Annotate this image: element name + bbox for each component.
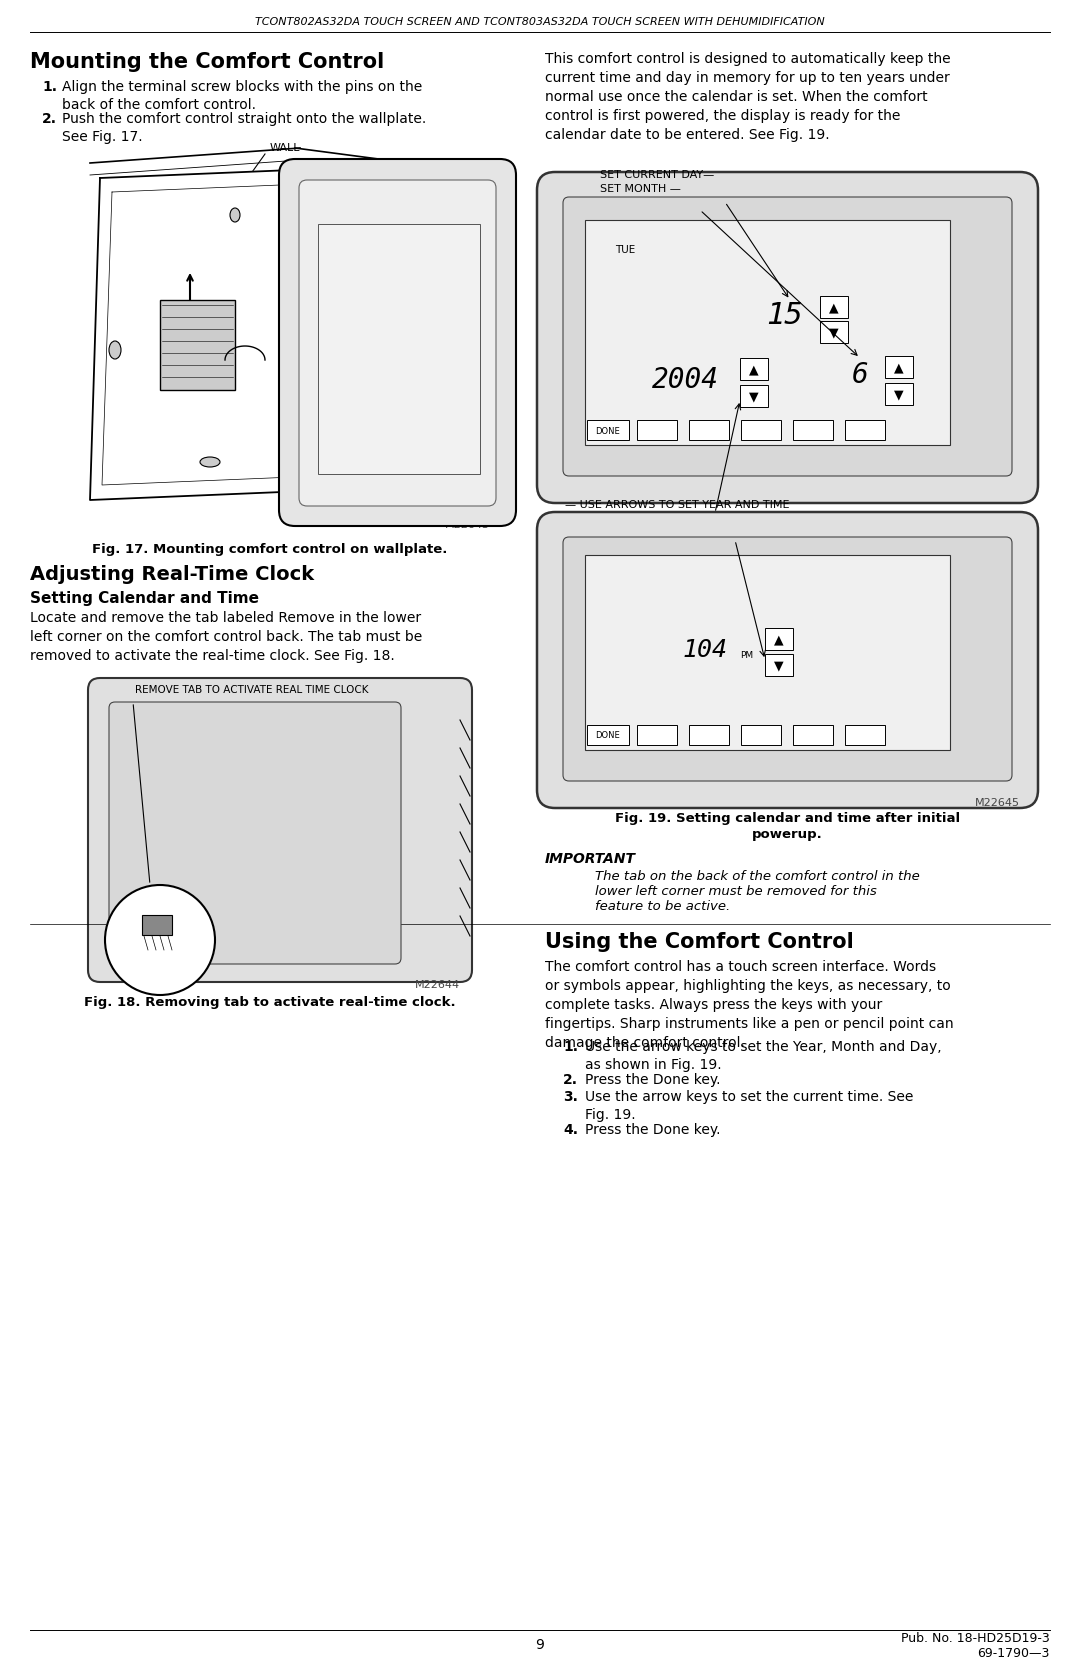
Bar [637, 724, 677, 744]
Text: 69-1790—3: 69-1790—3 [977, 1647, 1050, 1659]
Text: 15: 15 [767, 300, 804, 329]
Bar [741, 421, 781, 441]
Ellipse shape [200, 457, 220, 467]
Text: The comfort control has a touch screen interface. Words
or symbols appear, highl: The comfort control has a touch screen i… [545, 960, 954, 1050]
Text: Push the comfort control straight onto the wallplate.
See Fig. 17.: Push the comfort control straight onto t… [62, 112, 427, 145]
FancyBboxPatch shape [563, 197, 1012, 476]
Bar [141, 915, 172, 935]
Text: Use the arrow keys to set the Year, Month and Day,
as shown in Fig. 19.: Use the arrow keys to set the Year, Mont… [585, 1040, 942, 1073]
Bar [585, 220, 950, 446]
Polygon shape [90, 169, 340, 501]
Text: SET CURRENT DAY—: SET CURRENT DAY— [600, 170, 714, 180]
Bar [845, 421, 885, 441]
Bar [318, 224, 480, 474]
Text: feature to be active.: feature to be active. [595, 900, 730, 913]
FancyBboxPatch shape [537, 512, 1038, 808]
Text: ▲: ▲ [829, 302, 839, 314]
Bar [820, 295, 848, 319]
Text: TUE: TUE [615, 245, 635, 255]
FancyBboxPatch shape [279, 159, 516, 526]
Text: 2.: 2. [42, 112, 57, 125]
Text: IMPORTANT: IMPORTANT [545, 851, 636, 866]
Bar [845, 724, 885, 744]
Text: Pub. No. 18-HD25D19-3: Pub. No. 18-HD25D19-3 [901, 1632, 1050, 1644]
Text: — USE ARROWS TO SET YEAR AND TIME: — USE ARROWS TO SET YEAR AND TIME [565, 501, 789, 511]
Bar [741, 724, 781, 744]
Text: 104: 104 [683, 638, 728, 663]
Ellipse shape [109, 340, 121, 359]
Text: Press the Done key.: Press the Done key. [585, 1123, 720, 1137]
Text: The tab on the back of the comfort control in the: The tab on the back of the comfort contr… [595, 870, 920, 883]
Text: Mounting the Comfort Control: Mounting the Comfort Control [30, 52, 384, 72]
Bar [793, 421, 833, 441]
Bar [637, 421, 677, 441]
Text: UP: UP [184, 319, 197, 329]
Text: ▲: ▲ [894, 362, 904, 374]
Text: 2004: 2004 [651, 366, 718, 394]
Text: SET MONTH —: SET MONTH — [600, 184, 680, 194]
Text: 1.: 1. [42, 80, 57, 93]
Text: lower left corner must be removed for this: lower left corner must be removed for th… [595, 885, 877, 898]
Text: Fig. 19. Setting calendar and time after initial: Fig. 19. Setting calendar and time after… [615, 813, 960, 824]
Bar [588, 421, 629, 441]
Text: M22644: M22644 [415, 980, 460, 990]
Text: Setting Calendar and Time: Setting Calendar and Time [30, 591, 259, 606]
Text: ▲: ▲ [750, 364, 759, 377]
Text: This comfort control is designed to automatically keep the
current time and day : This comfort control is designed to auto… [545, 52, 950, 142]
Text: Using the Comfort Control: Using the Comfort Control [545, 931, 854, 951]
Bar [765, 654, 793, 676]
Bar [689, 724, 729, 744]
FancyBboxPatch shape [87, 678, 472, 981]
FancyBboxPatch shape [537, 172, 1038, 502]
Text: REMOVE TAB TO ACTIVATE REAL TIME CLOCK: REMOVE TAB TO ACTIVATE REAL TIME CLOCK [135, 684, 368, 694]
Circle shape [105, 885, 215, 995]
Text: Adjusting Real-Time Clock: Adjusting Real-Time Clock [30, 566, 314, 584]
Text: Fig. 18. Removing tab to activate real-time clock.: Fig. 18. Removing tab to activate real-t… [84, 996, 456, 1010]
Text: ▼: ▼ [774, 659, 784, 673]
Text: Use the arrow keys to set the current time. See
Fig. 19.: Use the arrow keys to set the current ti… [585, 1090, 914, 1122]
Text: M22645: M22645 [975, 798, 1020, 808]
Text: 3.: 3. [563, 1090, 578, 1103]
Text: Align the terminal screw blocks with the pins on the
back of the comfort control: Align the terminal screw blocks with the… [62, 80, 422, 112]
Text: 4.: 4. [563, 1123, 578, 1137]
Text: Press the Done key.: Press the Done key. [585, 1073, 720, 1087]
Bar [588, 724, 629, 744]
Bar [160, 300, 235, 391]
Bar [820, 320, 848, 344]
Text: ▼: ▼ [829, 327, 839, 339]
Text: ▲: ▲ [774, 634, 784, 646]
Text: TCONT802AS32DA TOUCH SCREEN AND TCONT803AS32DA TOUCH SCREEN WITH DEHUMIDIFICATIO: TCONT802AS32DA TOUCH SCREEN AND TCONT803… [255, 17, 825, 27]
Text: DONE: DONE [596, 731, 620, 741]
FancyBboxPatch shape [563, 537, 1012, 781]
Text: 6: 6 [852, 361, 868, 389]
Bar [885, 355, 913, 377]
Text: Locate and remove the tab labeled Remove in the lower
left corner on the comfort: Locate and remove the tab labeled Remove… [30, 611, 422, 663]
Bar [885, 382, 913, 406]
Bar [793, 724, 833, 744]
Text: Fig. 17. Mounting comfort control on wallplate.: Fig. 17. Mounting comfort control on wal… [92, 542, 448, 556]
Text: ▼: ▼ [894, 389, 904, 402]
Text: ▼: ▼ [750, 391, 759, 404]
Text: powerup.: powerup. [752, 828, 823, 841]
Bar [585, 556, 950, 749]
Text: WALL: WALL [270, 144, 300, 154]
Text: 2.: 2. [563, 1073, 578, 1087]
Bar [740, 357, 768, 381]
Bar [689, 421, 729, 441]
Text: DONE: DONE [596, 427, 620, 436]
Text: M22643: M22643 [445, 521, 490, 531]
Text: 1.: 1. [563, 1040, 578, 1055]
Text: PM: PM [740, 651, 753, 661]
Text: 9: 9 [536, 1637, 544, 1652]
FancyBboxPatch shape [109, 703, 401, 965]
Bar [740, 386, 768, 407]
FancyBboxPatch shape [299, 180, 496, 506]
Bar [765, 628, 793, 649]
Ellipse shape [230, 209, 240, 222]
